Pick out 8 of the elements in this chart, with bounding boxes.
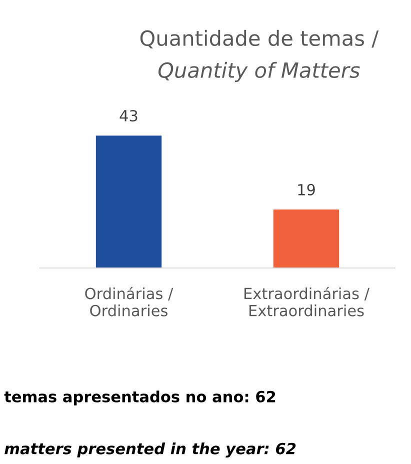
x-tick-label: Extraordinárias / Extraordinaries — [244, 286, 370, 316]
chart-subtitle: Quantity of Matters — [158, 62, 360, 82]
text: temas apresentados no ano: 62 — [4, 390, 276, 406]
data-label: 43 — [120, 110, 138, 122]
data-label: 19 — [298, 184, 315, 196]
x-tick-label: Ordinárias / Ordinaries — [85, 286, 174, 316]
chart-title: Quantidade de temas / — [140, 30, 379, 48]
text: matters presented in the year: 62 — [4, 442, 296, 458]
